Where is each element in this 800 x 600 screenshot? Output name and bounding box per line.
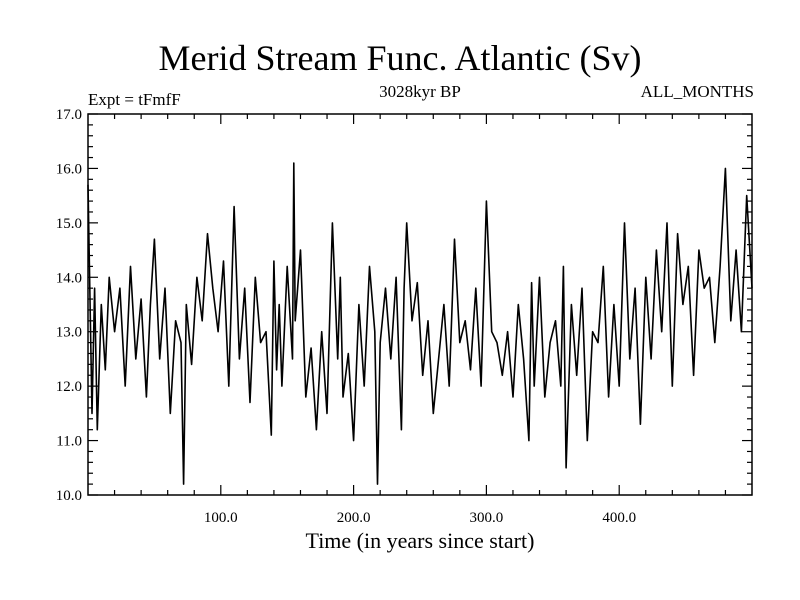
y-tick-label: 10.0 xyxy=(56,488,82,504)
y-tick-label: 12.0 xyxy=(56,379,82,395)
y-tick-label: 15.0 xyxy=(56,216,82,232)
axis-ticks xyxy=(88,113,752,496)
y-tick-label: 13.0 xyxy=(56,325,82,341)
axis-tick-labels: 10.0 11.0 12.0 13.0 14.0 15.0 16.0 17.0 100.0 200… xyxy=(56,107,636,526)
x-tick-label: 100.0 xyxy=(204,510,238,526)
y-tick-label: 11.0 xyxy=(56,434,82,450)
y-tick-label: 16.0 xyxy=(56,161,82,177)
experiment-label: Expt = tFmfF xyxy=(88,90,181,109)
y-tick-label: 14.0 xyxy=(56,270,82,286)
x-tick-label: 200.0 xyxy=(337,510,371,526)
chart-title: Merid Stream Func. Atlantic (Sv) xyxy=(158,38,642,78)
series-line xyxy=(87,162,753,485)
x-axis-label: Time (in years since start) xyxy=(305,528,535,553)
period-label: 3028kyr BP xyxy=(379,82,461,101)
plot-frame xyxy=(87,113,753,496)
y-tick-label: 17.0 xyxy=(56,107,82,123)
x-tick-label: 300.0 xyxy=(470,510,504,526)
months-label: ALL_MONTHS xyxy=(640,82,754,101)
x-tick-label: 400.0 xyxy=(602,510,636,526)
